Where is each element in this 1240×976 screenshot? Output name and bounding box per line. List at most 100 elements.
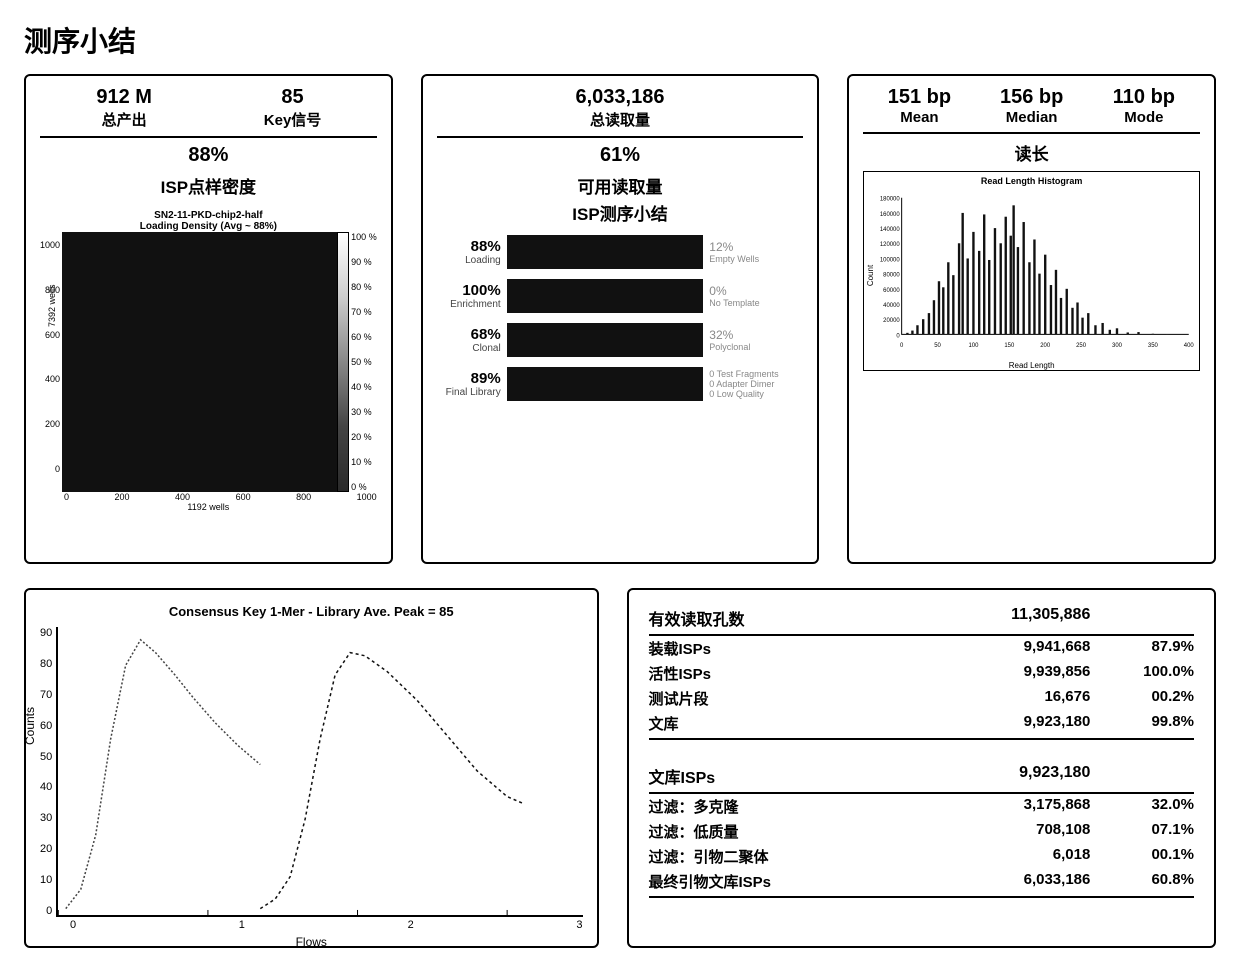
ytick: 600	[40, 330, 60, 340]
isp-bars: 88%Loading12%Empty Wells100%Enrichment0%…	[437, 235, 804, 401]
ytick: 90	[40, 627, 52, 639]
summary-row-1: 912 M 总产出 85 Key信号 88% ISP点样密度 SN2-11-PK…	[24, 74, 1216, 564]
table-section2-rows: 过滤：多克隆3,175,86832.0%过滤：低质量708,10807.1%过滤…	[649, 794, 1195, 894]
readlength-histogram: Read Length Histogram 180000160000140000…	[863, 171, 1200, 371]
heatmap-plot: 7392 wells	[62, 232, 337, 492]
isp-right: 12%Empty Wells	[703, 240, 803, 264]
isp-left-pct: 68%	[437, 326, 501, 343]
isp-bar-row: 89%Final Library0 Test Fragments0 Adapte…	[437, 367, 804, 401]
table-row: 最终引物文库ISPs6,033,18660.8%	[649, 869, 1195, 894]
stat-label: Mean	[863, 109, 975, 126]
ytick: 80	[40, 658, 52, 670]
isp-bar-row: 100%Enrichment0%No Template	[437, 279, 804, 313]
histogram-title: Read Length Histogram	[868, 176, 1195, 186]
panel-output: 912 M 总产出 85 Key信号 88% ISP点样密度 SN2-11-PK…	[24, 74, 393, 564]
row-value: 6,018	[899, 846, 1090, 867]
colorbar: 100 %90 %80 %70 %60 %50 %40 %30 %20 %10 …	[337, 232, 377, 492]
isp-left-pct: 100%	[437, 282, 501, 299]
heatmap-xlabel: 1192 wells	[40, 502, 377, 512]
ytick: 30	[40, 812, 52, 824]
divider	[649, 896, 1195, 898]
colorbar-tick: 50 %	[351, 357, 377, 367]
ytick: 40	[40, 781, 52, 793]
stat-value: 156 bp	[976, 86, 1088, 109]
table-row: 文库9,923,18099.8%	[649, 711, 1195, 736]
total-reads-label: 总读取量	[437, 109, 804, 130]
table-head-value: 11,305,886	[899, 606, 1090, 630]
histogram-ylabel: Count	[866, 265, 875, 286]
panel-consensus: Consensus Key 1-Mer - Library Ave. Peak …	[24, 588, 599, 948]
isp-left-label: Clonal	[437, 343, 501, 354]
row-value: 16,676	[899, 688, 1090, 709]
readlength-label: 读长	[863, 140, 1200, 165]
isp-bar-row: 68%Clonal32%Polyclonal	[437, 323, 804, 357]
isp-bar	[507, 323, 704, 357]
divider	[649, 738, 1195, 740]
usable-label: 可用读取量	[437, 173, 804, 198]
divider	[40, 136, 377, 138]
row-value: 708,108	[899, 821, 1090, 842]
consensus-xaxis: 0123	[40, 917, 583, 931]
heatmap-xaxis: 02004006008001000	[40, 492, 377, 502]
stat-value: 85	[208, 86, 376, 109]
colorbar-tick: 80 %	[351, 282, 377, 292]
row-value: 9,923,180	[899, 713, 1090, 734]
isp-left-pct: 89%	[437, 370, 501, 387]
isp-bar	[507, 367, 704, 401]
histogram-svg: 1800001600001400001200001000008000060000…	[868, 186, 1195, 356]
svg-text:400: 400	[1184, 343, 1195, 349]
colorbar-tick: 10 %	[351, 457, 377, 467]
stat-mean: 151 bp Mean	[863, 86, 975, 126]
xtick: 400	[175, 492, 190, 502]
table-head-label: 有效读取孔数	[649, 606, 900, 630]
row-value: 9,939,856	[899, 663, 1090, 684]
stat-label: Mode	[1088, 109, 1200, 126]
svg-text:150: 150	[1005, 343, 1016, 349]
isp-right: 0%No Template	[703, 284, 803, 308]
ytick: 0	[40, 905, 52, 917]
ytick: 400	[40, 374, 60, 384]
svg-text:250: 250	[1076, 343, 1087, 349]
summary-row-2: Consensus Key 1-Mer - Library Ave. Peak …	[24, 588, 1216, 948]
row-label: 文库	[649, 713, 900, 734]
stat-label: Key信号	[208, 109, 376, 130]
isp-bar	[507, 235, 704, 269]
svg-text:0: 0	[900, 343, 904, 349]
table-row: 测试片段16,67600.2%	[649, 686, 1195, 711]
stat-label: Median	[976, 109, 1088, 126]
row-value: 9,941,668	[899, 638, 1090, 659]
heatmap-title-2: Loading Density (Avg ~ 88%)	[40, 221, 377, 232]
row-pct: 60.8%	[1090, 871, 1194, 892]
consensus-plot	[56, 627, 582, 917]
svg-text:100000: 100000	[880, 257, 901, 263]
stat-key-signal: 85 Key信号	[208, 86, 376, 130]
row-label: 装载ISPs	[649, 638, 900, 659]
svg-text:50: 50	[935, 343, 942, 349]
svg-text:60000: 60000	[883, 288, 900, 294]
svg-text:20000: 20000	[883, 318, 900, 324]
colorbar-tick: 70 %	[351, 307, 377, 317]
stat-median: 156 bp Median	[976, 86, 1088, 126]
xtick: 2	[408, 919, 414, 931]
consensus-xlabel: Flows	[40, 935, 583, 949]
table-row: 过滤：多克隆3,175,86832.0%	[649, 794, 1195, 819]
row-label: 活性ISPs	[649, 663, 900, 684]
total-reads-value: 6,033,186	[437, 86, 804, 109]
xtick: 0	[70, 919, 76, 931]
colorbar-tick: 0 %	[351, 482, 377, 492]
table-section1-head: 有效读取孔数 11,305,886	[649, 602, 1195, 636]
stat-value: 110 bp	[1088, 86, 1200, 109]
isp-left-pct: 88%	[437, 238, 501, 255]
xtick: 3	[576, 919, 582, 931]
table-section1-rows: 装载ISPs9,941,66887.9%活性ISPs9,939,856100.0…	[649, 636, 1195, 736]
ytick: 200	[40, 419, 60, 429]
row-pct: 99.8%	[1090, 713, 1194, 734]
ytick: 10	[40, 874, 52, 886]
row-label: 测试片段	[649, 688, 900, 709]
svg-text:100: 100	[969, 343, 980, 349]
xtick: 0	[64, 492, 69, 502]
ytick: 60	[40, 720, 52, 732]
panel-readlength: 151 bp Mean 156 bp Median 110 bp Mode 读长…	[847, 74, 1216, 564]
svg-text:200: 200	[1041, 343, 1052, 349]
isp-right: 0 Test Fragments0 Adapter Dimer0 Low Qua…	[703, 369, 803, 399]
